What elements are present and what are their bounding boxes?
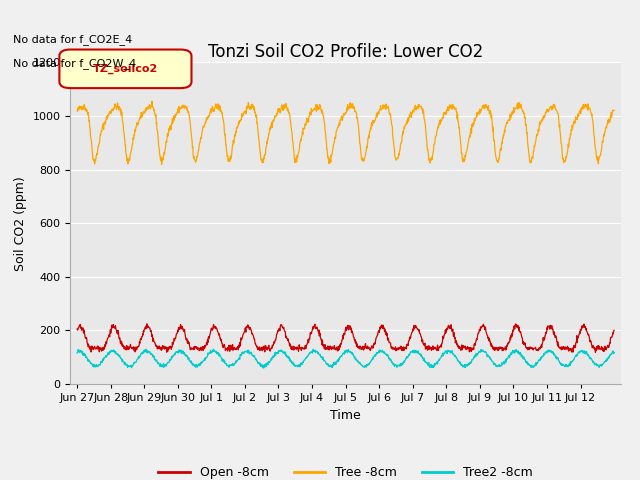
Open -8cm <box>312 325 320 331</box>
Tree -8cm <box>313 102 321 108</box>
Open -8cm <box>143 321 151 327</box>
Tree2 -8cm <box>73 350 81 356</box>
Tree -8cm <box>380 105 387 111</box>
Tree2 -8cm <box>115 353 122 359</box>
Tree -8cm <box>323 140 330 146</box>
Tree2 -8cm <box>611 349 618 355</box>
Open -8cm <box>115 333 122 338</box>
Y-axis label: Soil CO2 (ppm): Soil CO2 (ppm) <box>14 176 27 271</box>
Title: Tonzi Soil CO2 Profile: Lower CO2: Tonzi Soil CO2 Profile: Lower CO2 <box>208 43 483 61</box>
Open -8cm <box>73 326 81 332</box>
Tree -8cm <box>115 105 122 110</box>
Tree2 -8cm <box>323 361 330 367</box>
Text: No data for f_CO2W_4: No data for f_CO2W_4 <box>13 58 136 69</box>
Open -8cm <box>591 349 599 355</box>
Line: Open -8cm: Open -8cm <box>77 324 614 352</box>
Tree -8cm <box>611 108 618 113</box>
Tree -8cm <box>158 162 166 168</box>
Tree -8cm <box>148 98 156 104</box>
Legend: Open -8cm, Tree -8cm, Tree2 -8cm: Open -8cm, Tree -8cm, Tree2 -8cm <box>154 461 538 480</box>
Tree2 -8cm <box>260 365 268 371</box>
Tree2 -8cm <box>137 352 145 358</box>
Tree -8cm <box>302 122 310 128</box>
Tree2 -8cm <box>142 347 150 352</box>
Tree2 -8cm <box>313 349 321 355</box>
Open -8cm <box>379 322 387 328</box>
Open -8cm <box>322 346 330 352</box>
X-axis label: Time: Time <box>330 408 361 421</box>
Tree2 -8cm <box>302 356 310 361</box>
Open -8cm <box>301 343 309 348</box>
Tree -8cm <box>137 113 145 119</box>
Open -8cm <box>137 336 145 342</box>
FancyBboxPatch shape <box>60 49 191 88</box>
Open -8cm <box>611 327 618 333</box>
Line: Tree2 -8cm: Tree2 -8cm <box>77 349 614 368</box>
Line: Tree -8cm: Tree -8cm <box>77 101 614 165</box>
Tree2 -8cm <box>380 349 387 355</box>
Text: TZ_soilco2: TZ_soilco2 <box>93 64 158 74</box>
Text: No data for f_CO2E_4: No data for f_CO2E_4 <box>13 34 132 45</box>
Tree -8cm <box>73 108 81 114</box>
